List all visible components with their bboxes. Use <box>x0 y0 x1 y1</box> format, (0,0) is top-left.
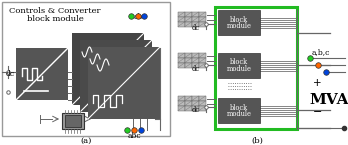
Text: (a): (a) <box>80 137 92 145</box>
Bar <box>192 101 198 106</box>
Text: abc: abc <box>128 132 142 140</box>
Bar <box>185 96 191 100</box>
Bar <box>199 12 206 17</box>
Bar <box>185 12 191 17</box>
Bar <box>72 33 144 105</box>
Bar <box>62 113 84 129</box>
Text: Controls & Converter: Controls & Converter <box>9 7 101 15</box>
Text: block: block <box>230 58 248 67</box>
Text: module: module <box>227 22 252 30</box>
Text: block: block <box>230 16 248 23</box>
Bar <box>218 10 260 35</box>
Bar <box>192 22 198 27</box>
Bar <box>178 96 184 100</box>
Bar <box>88 47 160 119</box>
Bar <box>178 63 184 68</box>
Bar <box>218 53 260 78</box>
Bar <box>16 48 68 100</box>
Bar <box>199 53 206 58</box>
Text: block module: block module <box>27 15 84 23</box>
Bar <box>192 106 198 110</box>
Bar <box>185 53 191 58</box>
Text: a,b,c: a,b,c <box>312 48 330 56</box>
Bar <box>178 101 184 106</box>
Text: dc: dc <box>192 65 200 73</box>
Bar <box>185 106 191 110</box>
Text: abc: abc <box>134 13 148 21</box>
Bar <box>199 106 206 110</box>
Text: +: + <box>313 78 322 88</box>
Bar <box>185 63 191 68</box>
Bar <box>192 12 198 17</box>
Bar <box>185 58 191 62</box>
Bar <box>199 58 206 62</box>
Text: −: − <box>313 107 322 117</box>
Bar <box>199 63 206 68</box>
Bar <box>192 53 198 58</box>
Bar <box>178 17 184 21</box>
Bar <box>192 96 198 100</box>
Text: dc: dc <box>6 70 15 78</box>
Bar <box>185 22 191 27</box>
Bar <box>65 115 81 127</box>
Text: block: block <box>230 104 248 112</box>
Bar <box>218 98 260 123</box>
Bar <box>178 12 184 17</box>
Text: MVAC: MVAC <box>309 93 348 107</box>
Text: dc: dc <box>192 24 200 32</box>
Text: module: module <box>227 110 252 118</box>
Bar <box>199 96 206 100</box>
Bar <box>199 17 206 21</box>
Bar <box>178 53 184 58</box>
Text: (b): (b) <box>251 137 263 145</box>
Bar <box>2 2 170 136</box>
Bar <box>192 58 198 62</box>
Bar <box>178 22 184 27</box>
Bar <box>178 58 184 62</box>
Bar <box>192 17 198 21</box>
Text: module: module <box>227 65 252 73</box>
Bar <box>185 17 191 21</box>
Bar <box>199 22 206 27</box>
Bar <box>185 101 191 106</box>
Bar <box>192 63 198 68</box>
Bar <box>199 101 206 106</box>
Bar <box>178 106 184 110</box>
Bar <box>215 7 297 129</box>
Bar <box>80 40 152 112</box>
Text: dc: dc <box>192 106 200 114</box>
